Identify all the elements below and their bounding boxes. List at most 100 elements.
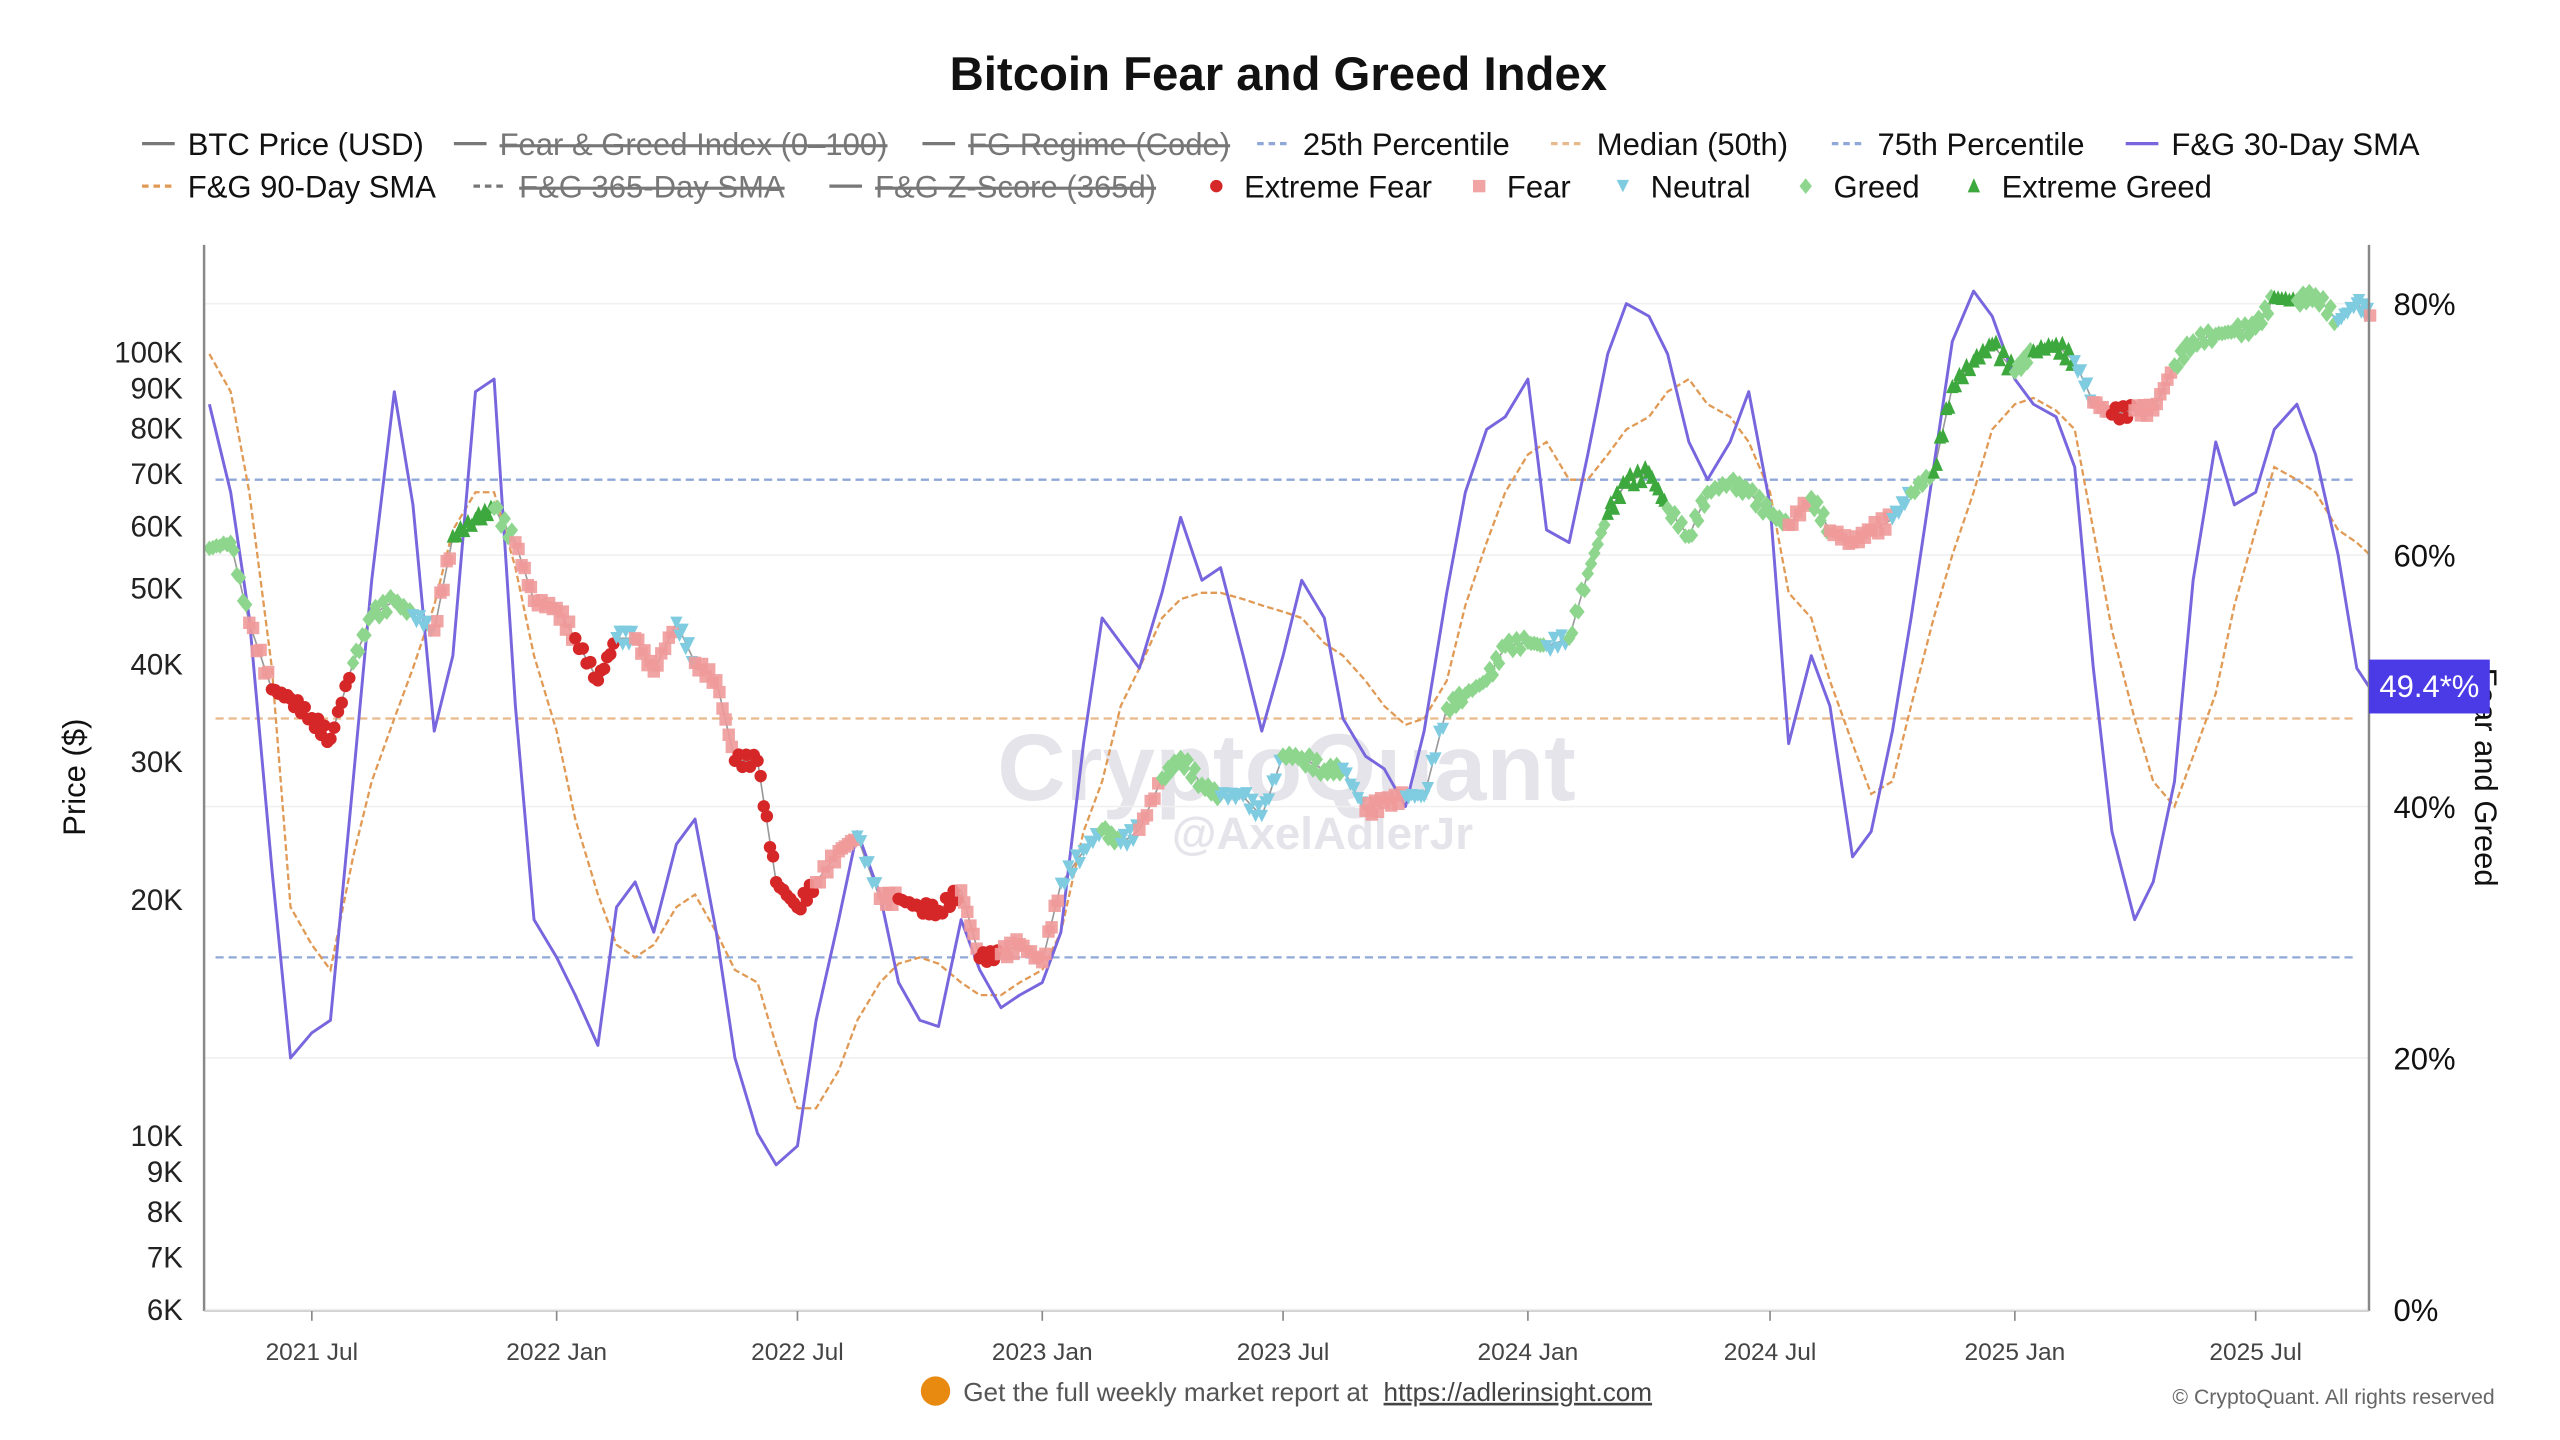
- marker-greed: [2264, 288, 2278, 305]
- marker-fear: [437, 583, 450, 597]
- marker-greed: [1449, 698, 1463, 715]
- marker-greed: [1177, 760, 1191, 777]
- marker-greed: [1295, 749, 1308, 766]
- left-tick-label: 8K: [147, 1196, 183, 1229]
- marker-fear: [658, 642, 672, 655]
- marker-neutral: [1058, 878, 1071, 891]
- legend-label: Neutral: [1651, 170, 1751, 205]
- marker-neutral: [1240, 787, 1253, 800]
- legend-item[interactable]: F&G 90-Day SMA: [142, 170, 436, 205]
- legend-item[interactable]: Fear & Greed Index (0–100): [453, 127, 888, 162]
- legend-label: BTC Price (USD): [188, 127, 424, 162]
- marker-greed: [359, 627, 372, 644]
- legend-item[interactable]: Neutral: [1616, 170, 1751, 205]
- x-tick-label: 2024 Jan: [1478, 1339, 1579, 1366]
- legend-item[interactable]: Greed: [1799, 170, 1920, 205]
- legend-label: F&G 90-Day SMA: [188, 170, 436, 205]
- marker-fear: [2150, 397, 2163, 411]
- marker-extreme-fear: [751, 754, 764, 767]
- marker-extreme-greed: [1963, 362, 1977, 377]
- marker-greed: [2171, 359, 2184, 375]
- legend-item[interactable]: Extreme Greed: [1967, 170, 2212, 205]
- legend-item[interactable]: F&G 365-Day SMA: [473, 170, 785, 205]
- marker-extreme-fear: [760, 809, 774, 823]
- marker-extreme-fear: [324, 732, 337, 746]
- x-tick-label: 2025 Jul: [2209, 1339, 2302, 1366]
- marker-extreme-fear: [328, 721, 341, 734]
- marker-greed: [2228, 323, 2241, 340]
- marker-greed: [1566, 625, 1579, 641]
- left-tick-label: 30K: [131, 746, 184, 779]
- marker-extreme-greed: [481, 507, 495, 522]
- marker-fear: [954, 884, 968, 897]
- marker-neutral: [1555, 629, 1568, 642]
- marker-neutral: [1340, 767, 1353, 780]
- legend-item[interactable]: Extreme Fear: [1210, 170, 1432, 205]
- marker-greed: [1321, 765, 1334, 782]
- legend-item[interactable]: 25th Percentile: [1257, 127, 1510, 162]
- svg-text:Get the full weekly market rep: Get the full weekly market report at htt…: [963, 1377, 1652, 1407]
- marker-fear: [713, 685, 726, 699]
- marker-extreme-greed: [1930, 456, 1943, 471]
- marker-fear: [719, 713, 732, 726]
- marker-greed: [1483, 660, 1496, 677]
- marker-greed: [1327, 766, 1340, 782]
- marker-extreme-greed: [1927, 464, 1940, 479]
- marker-neutral: [676, 623, 689, 637]
- marker-fear: [562, 615, 576, 628]
- left-tick-label: 60K: [131, 510, 184, 543]
- legend-label: Greed: [1833, 170, 1919, 205]
- marker-fear: [524, 580, 538, 594]
- marker-neutral: [1269, 773, 1283, 786]
- marker-greed: [1456, 694, 1469, 710]
- promo-link[interactable]: https://adlerinsight.com: [1384, 1377, 1652, 1407]
- legend-item[interactable]: BTC Price (USD): [142, 127, 424, 162]
- x-tick-label: 2024 Jul: [1724, 1339, 1817, 1366]
- marker-greed: [1811, 494, 1824, 510]
- marker-greed: [1165, 763, 1178, 780]
- legend-label: Fear: [1507, 170, 1571, 205]
- marker-fear: [722, 728, 735, 741]
- marker-extreme-fear: [335, 696, 348, 710]
- x-tick-label: 2022 Jul: [751, 1339, 844, 1366]
- marker-neutral: [1551, 641, 1565, 655]
- legend-item[interactable]: F&G Z-Score (365d): [829, 170, 1156, 205]
- marker-greed: [1181, 751, 1194, 768]
- marker-fear: [813, 876, 827, 889]
- marker-greed: [1486, 667, 1500, 683]
- legend-item[interactable]: 75th Percentile: [1831, 127, 2085, 162]
- marker-greed: [376, 593, 390, 610]
- legend-label: 25th Percentile: [1303, 127, 1510, 162]
- marker-greed: [1591, 536, 1604, 553]
- legend-item[interactable]: Median (50th): [1551, 127, 1788, 162]
- legend-label: F&G Z-Score (365d): [875, 170, 1156, 205]
- marker-greed: [373, 609, 386, 625]
- marker-fear: [967, 927, 980, 941]
- marker-greed: [353, 643, 366, 660]
- marker-fear: [1879, 523, 1892, 536]
- left-tick-label: 90K: [131, 372, 184, 405]
- left-tick-label: 50K: [131, 572, 184, 605]
- copyright: © CryptoQuant. All rights reserved: [2172, 1386, 2494, 1409]
- marker-extreme-fear: [604, 648, 617, 661]
- legend-marker-icon: [1472, 179, 1486, 193]
- legend-item[interactable]: Fear: [1472, 170, 1571, 205]
- right-tick-label: 40%: [2393, 790, 2455, 825]
- legend-label: Extreme Greed: [2002, 170, 2212, 205]
- marker-neutral: [1898, 498, 1912, 512]
- marker-greed: [2290, 292, 2304, 309]
- marker-greed: [2014, 361, 2028, 378]
- marker-greed: [1310, 751, 1323, 768]
- left-tick-label: 7K: [147, 1242, 183, 1275]
- x-tick-label: 2023 Jul: [1237, 1339, 1330, 1366]
- marker-neutral: [670, 616, 683, 629]
- marker-greed: [1675, 514, 1688, 531]
- watermark-handle: @AxelAdlerJr: [1172, 808, 1473, 859]
- marker-fear: [828, 856, 842, 869]
- legend-item[interactable]: FG Regime (Code): [922, 127, 1230, 162]
- marker-fear: [666, 625, 679, 639]
- marker-fear: [443, 552, 456, 565]
- legend-item[interactable]: F&G 30-Day SMA: [2125, 127, 2420, 162]
